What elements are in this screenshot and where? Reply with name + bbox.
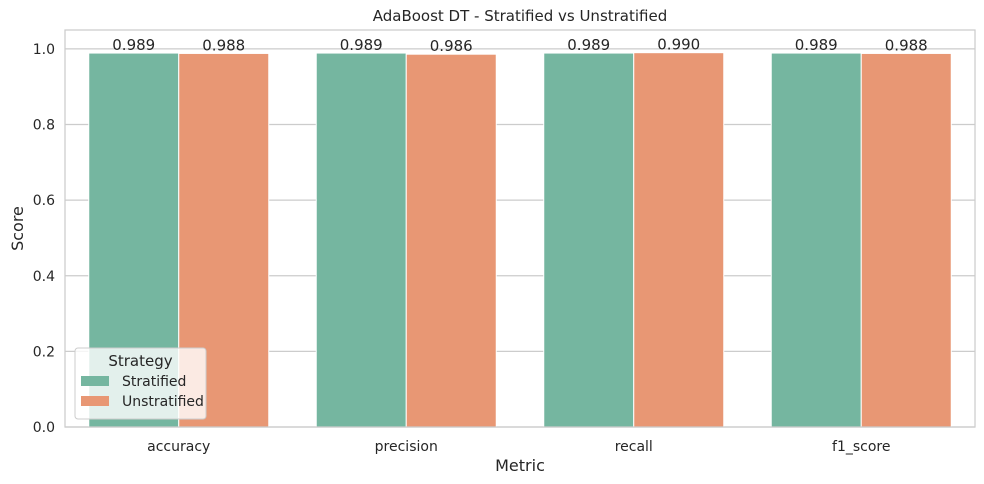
x-tick-label: recall [615, 439, 653, 455]
y-tick-label: 0.0 [33, 420, 55, 436]
x-axis-label: Metric [495, 456, 545, 475]
y-tick-label: 0.6 [33, 193, 55, 209]
data-label: 0.989 [567, 36, 610, 54]
data-label: 0.989 [340, 36, 383, 54]
x-tick-label: f1_score [832, 439, 890, 455]
x-tick-label: accuracy [147, 439, 210, 455]
data-label: 0.990 [657, 36, 700, 54]
y-tick-label: 0.8 [33, 118, 55, 134]
data-label: 0.988 [202, 36, 245, 54]
data-label: 0.986 [430, 37, 473, 55]
data-label: 0.989 [112, 36, 155, 54]
x-tick-labels: accuracy precision recall f1_score [147, 439, 890, 455]
legend: Strategy Stratified Unstratified [74, 347, 207, 420]
plot-frame [64, 29, 976, 428]
legend-label-stratified: Stratified [122, 374, 186, 390]
bar-stratified-precision [315, 52, 407, 428]
legend-swatch-unstratified [81, 396, 109, 406]
y-axis-label: Score [8, 206, 27, 251]
bar-unstratified-precision [405, 53, 497, 428]
data-labels: 0.989 0.988 0.989 0.986 0.989 0.990 0.989 0.988 [112, 36, 927, 56]
y-tick-label: 1.0 [33, 42, 55, 58]
bars [88, 52, 952, 428]
bar-unstratified-f1_score [860, 52, 952, 428]
legend-title: Strategy [108, 352, 172, 370]
bar-stratified-recall [543, 52, 635, 428]
legend-swatch-stratified [81, 376, 109, 386]
y-tick-label: 0.4 [33, 269, 55, 285]
x-tick-label: precision [375, 439, 438, 455]
legend-label-unstratified: Unstratified [122, 394, 204, 410]
bar-unstratified-recall [633, 52, 725, 428]
data-label: 0.989 [795, 36, 838, 54]
data-label: 0.988 [885, 36, 928, 54]
legend-entries: Stratified Unstratified [81, 374, 204, 410]
y-tick-labels: 0.0 0.2 0.4 0.6 0.8 1.0 [33, 42, 55, 436]
bar-stratified-f1_score [770, 52, 862, 428]
chart-title: AdaBoost DT - Stratified vs Unstratified [373, 7, 668, 25]
y-tick-label: 0.2 [33, 344, 55, 360]
